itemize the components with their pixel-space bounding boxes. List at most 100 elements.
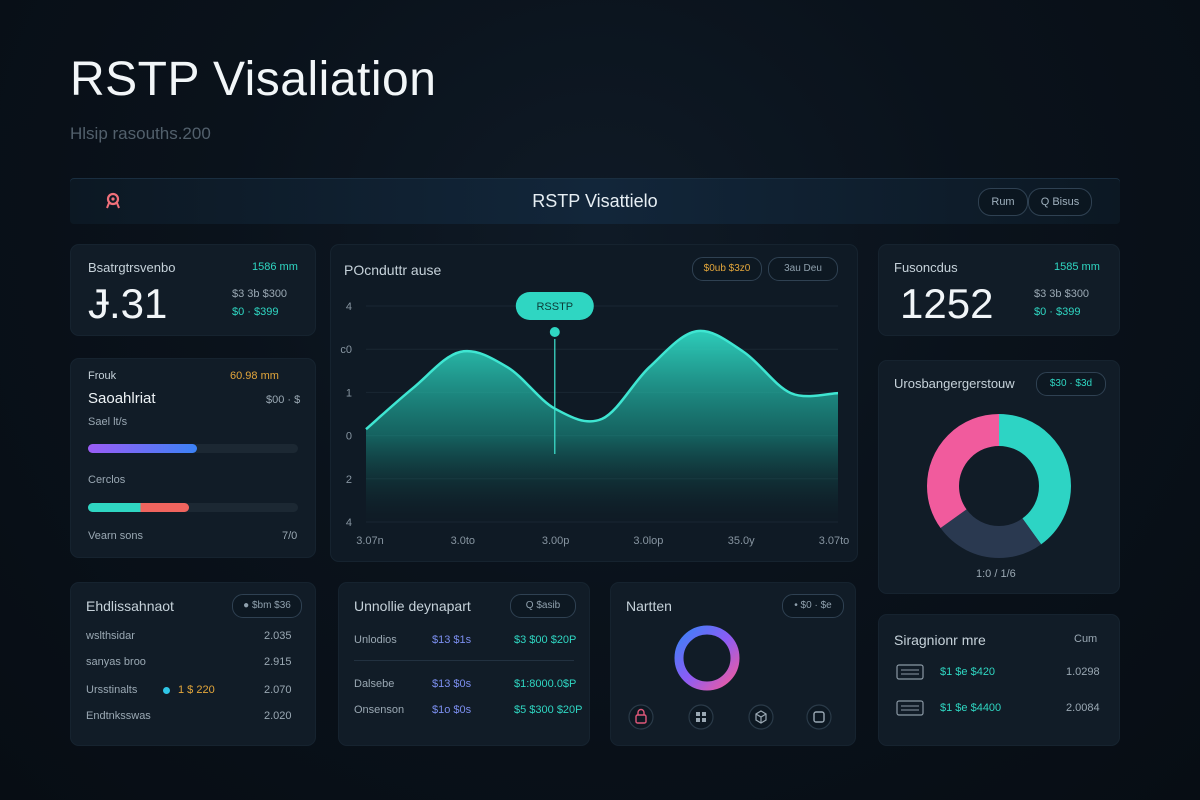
list-card: Ehdlissahnaot ● $bm $36 wslthsidar 2.035… [70,582,316,746]
progress-subtag: $00 · $ [266,394,301,406]
area-series-fill [366,330,838,522]
table-cell: $5 $300 $20P [514,704,583,716]
list-item-name: wslthsidar [86,630,135,642]
bar2-label: Cerclos [88,474,126,486]
ring-card-title: Nartten [626,598,672,614]
box-icon[interactable] [805,703,833,731]
chart-tooltip-text: RSSTP [536,301,573,313]
x-tick-label: 35.0y [728,535,755,547]
list-item-value: 2.020 [264,710,292,722]
ring-card-pill[interactable]: • $0 · $e [782,594,844,618]
ring-chart [674,625,740,691]
stats-card-title: Siragnionr mre [894,632,986,648]
progress-footer-value: 7/0 [282,530,298,542]
x-tick-label: 3.00p [542,535,570,547]
bar1-fill [88,444,198,453]
kpi-value: Ɉ.31 [88,280,168,327]
table-cell: Onsenson [354,704,405,716]
progress-label: Frouk [88,370,117,382]
stats-card: Siragnionr mre Cum $1 $e $420 1.0298 $1 … [878,614,1120,746]
table-card-title: Unnollie deynapart [354,598,471,614]
x-tick-label: 3.0lop [633,535,663,547]
kpi2-label: Fusoncdus [894,260,958,275]
bar1-label: Sael lt/s [88,416,128,428]
y-tick-label: 2 [346,474,352,486]
donut-card: Urosbangergerstouw $30 · $3d 1:0 / 1/6 [878,360,1120,594]
server-icon [896,700,924,716]
y-tick-label: c0 [340,344,352,356]
area-chart[interactable]: 4 c0 1 0 2 4 3.07n 3.0to 3.00p 3.0lop 35.0y 3.07to… [330,244,858,562]
grid-icon[interactable] [687,703,715,731]
topbar-title: RSTP Visattielo [532,191,658,211]
bar2-track [88,503,298,512]
main-chart-card: POcnduttr ause $0ub $3z0 3au Deu 4 c0 1 0 2 4… [330,244,858,562]
list-item-value: 2.035 [264,630,292,642]
list-item-name: sanyas broo [86,656,146,668]
page-title: RSTP Visaliation [70,53,437,106]
stats-card-tag: Cum [1074,633,1098,645]
stats-row-a: $1 $e $420 [940,666,996,678]
list-item-value: 2.070 [264,684,292,696]
kpi-label: Bsatrgtrsvenbo [88,260,176,275]
x-tick-label: 3.0to [451,535,475,547]
kpi2-meta-2: $0 · $399 [1034,306,1081,318]
chart-title: POcnduttr ause [344,262,442,278]
highlight-point[interactable] [547,325,562,339]
list-item-name: Ursstinalts [86,684,138,696]
list-item-tag: 1 $ 220 [178,684,215,696]
list-item-value: 2.915 [264,656,292,668]
donut-footer: 1:0 / 1/6 [976,568,1016,580]
list-card-pill[interactable]: ● $bm $36 [232,594,302,618]
progress-tag: 60.98 mm [230,370,279,382]
table-card-pill[interactable]: Q $asib [510,594,576,618]
kpi-tag: 1586 mm [252,261,298,273]
run-button[interactable]: Rum [978,188,1028,216]
y-tick-label: 4 [346,301,352,313]
donut-chart[interactable] [878,360,1120,594]
progress-subtitle: Saoahlriat [88,390,156,407]
chart-filter-button[interactable]: 3au Deu [768,257,838,281]
donut-slice-pink[interactable] [927,414,1071,558]
kpi2-meta-1: $3 3b $300 [1034,288,1090,300]
chart-tooltip [515,292,594,320]
x-tick-label: 3.07n [356,535,384,547]
x-tick-label: 3.07to [819,535,850,547]
ring-card: Nartten • $0 · $e [610,582,856,746]
search-button[interactable]: Q Bisus [1028,188,1092,216]
table-cell: Dalsebe [354,678,395,690]
ring-arc [674,625,740,691]
kpi2-value: 1252 [900,280,994,327]
progress-card: Frouk 60.98 mm Saoahlriat $00 · $ Sael l… [70,358,316,558]
donut-slice-navy[interactable] [927,414,1071,558]
bar2-fill [88,503,189,512]
chart-range-button[interactable]: $0ub $3z0 [692,257,762,281]
donut-label: Urosbangergerstouw [894,376,1015,391]
stats-row-b: 1.0298 [1066,666,1100,678]
top-bar: RSTP Visattielo Rum Q Bisus [70,178,1120,224]
stats-row-b: 2.0084 [1066,702,1100,714]
area-series-line [365,329,839,431]
donut-pill[interactable]: $30 · $3d [1036,372,1106,396]
status-dot [163,687,170,694]
list-item-name: Endtnksswas [86,710,151,722]
network-node-icon[interactable] [104,192,122,210]
kpi-card-1[interactable]: Bsatrgtrsvenbo 1586 mm Ɉ.31 $3 3b $300 $… [70,244,316,336]
server-icon [896,664,924,680]
kpi-meta-2: $0 · $399 [232,306,279,318]
list-card-title: Ehdlissahnaot [86,598,174,614]
cube-icon[interactable] [747,703,775,731]
table-card: Unnollie deynapart Q $asib Unlodios $13 … [338,582,590,746]
table-cell: Unlodios [354,634,397,646]
table-cell: $13 $0s [432,678,472,690]
y-tick-label: 1 [346,387,352,399]
table-cell: $1o $0s [432,704,472,716]
y-tick-label: 4 [346,517,352,529]
table-cell: $3 $00 $20P [514,634,577,646]
table-divider [354,660,574,661]
stats-row-a: $1 $e $4400 [940,702,1002,714]
lock-icon[interactable] [627,703,655,731]
y-tick-label: 0 [346,431,352,443]
kpi-card-2[interactable]: Fusoncdus 1585 mm 1252 $3 3b $300 $0 · $… [878,244,1120,336]
kpi-meta-1: $3 3b $300 [232,288,288,300]
table-cell: $1:8000.0$P [514,678,577,690]
